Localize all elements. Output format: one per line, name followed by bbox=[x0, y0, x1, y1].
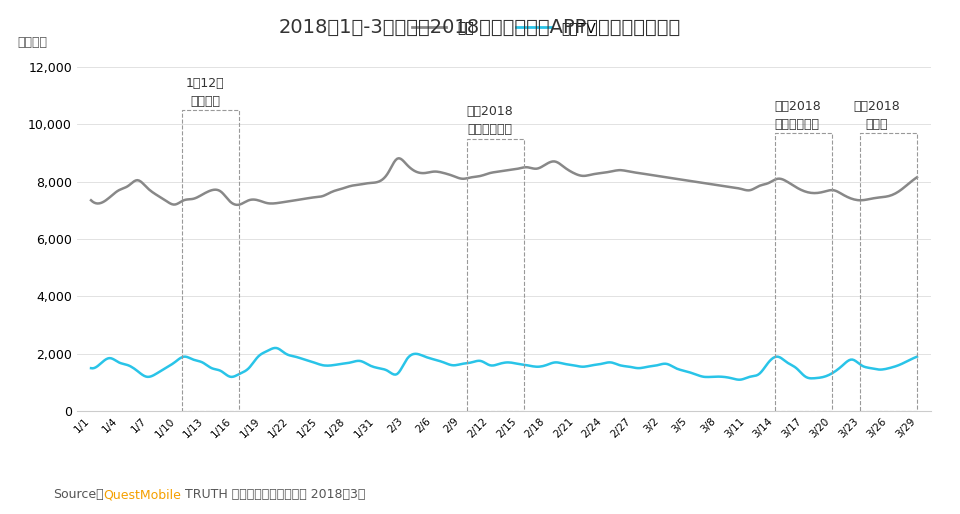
Text: 歌手2018
第六期淘汰赛: 歌手2018 第六期淘汰赛 bbox=[467, 105, 514, 136]
Text: TRUTH 中国移动互联网数据库 2018年3月: TRUTH 中国移动互联网数据库 2018年3月 bbox=[181, 488, 366, 501]
Text: 单位：万: 单位：万 bbox=[17, 36, 47, 49]
Text: QuestMobile: QuestMobile bbox=[104, 488, 181, 501]
Text: Source：: Source： bbox=[53, 488, 104, 501]
Text: 歌手2018
第九期淘汰赛: 歌手2018 第九期淘汰赛 bbox=[774, 100, 821, 131]
Text: 2018年1月-3月《歌手2018》对在线视频APP日活跃用户的影响: 2018年1月-3月《歌手2018》对在线视频APP日活跃用户的影响 bbox=[278, 18, 682, 37]
Text: 1月12号
歌手首播: 1月12号 歌手首播 bbox=[185, 77, 225, 107]
Legend: 优酷, 芒果TV: 优酷, 芒果TV bbox=[406, 15, 602, 40]
Text: 歌手2018
排位赛: 歌手2018 排位赛 bbox=[853, 100, 900, 131]
